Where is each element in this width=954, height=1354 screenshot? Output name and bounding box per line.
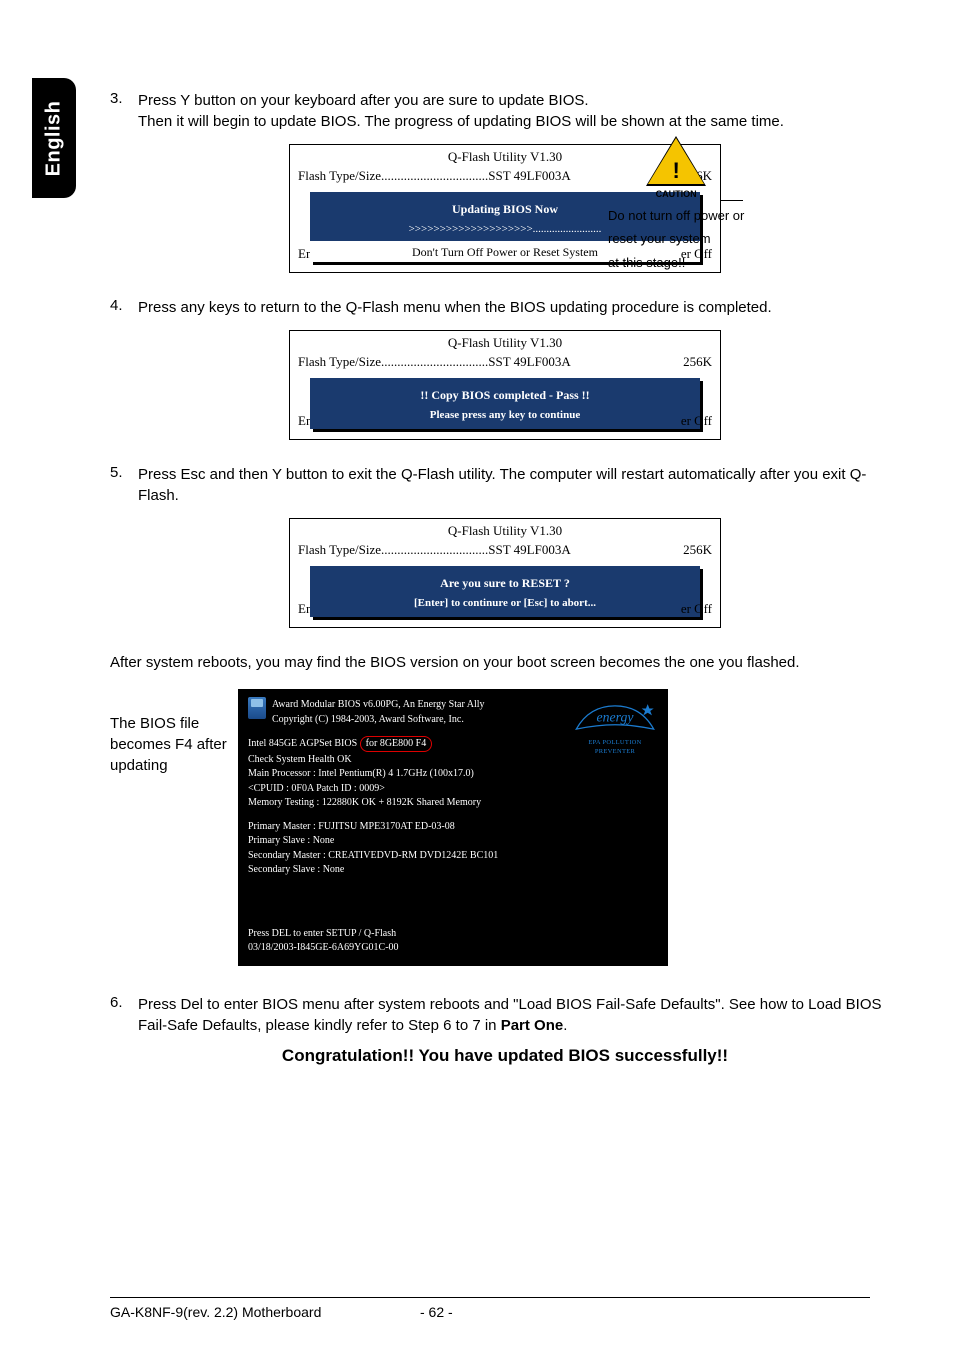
boot-area: The BIOS file becomes F4 after updating … (110, 689, 900, 966)
inner-line1: Are you sure to RESET ? (318, 576, 692, 591)
qflash-footer-right: er Off (681, 601, 712, 617)
step-number: 6. (110, 994, 138, 1036)
boot-l3a: Intel 845GE AGPSet BIOS (248, 738, 360, 749)
qflash-inner-wrap: En Are you sure to RESET ? [Enter] to co… (290, 560, 720, 627)
step-text: Press Y button on your keyboard after yo… (138, 92, 589, 109)
qflash-outer: Q-Flash Utility V1.30 Flash Type/Size...… (289, 330, 721, 440)
caution-label: CAUTION (608, 188, 744, 202)
qflash-row: Flash Type/Size.........................… (290, 354, 720, 372)
caution-block: ! CAUTION Do not turn off power or reset… (608, 138, 744, 272)
svg-text:energy: energy (597, 709, 635, 724)
step-text: Then it will begin to update BIOS. The p… (138, 113, 784, 130)
qflash-footer-right: er Off (681, 413, 712, 429)
step-body: Press Y button on your keyboard after yo… (138, 90, 900, 132)
after-reboot-text: After system reboots, you may find the B… (110, 652, 900, 673)
step-number: 3. (110, 90, 138, 132)
step-5: 5. Press Esc and then Y button to exit t… (110, 464, 900, 506)
caution-text-3: at this stage!! (608, 253, 744, 273)
qflash-row: Flash Type/Size.........................… (290, 542, 720, 560)
qflash-box-2: Q-Flash Utility V1.30 Flash Type/Size...… (289, 330, 721, 440)
boot-line: <CPUID : 0F0A Patch ID : 0009> (248, 782, 658, 796)
boot-line: Award Modular BIOS v6.00PG, An Energy St… (272, 698, 485, 712)
footer-rule (110, 1297, 870, 1298)
caution-icon: ! (648, 138, 704, 188)
boot-line: Main Processor : Intel Pentium(R) 4 1.7G… (248, 767, 658, 781)
qflash-inner-wrap: En !! Copy BIOS completed - Pass !! Plea… (290, 372, 720, 439)
flash-size: 256K (683, 354, 712, 370)
energy-star-logo: energy EPA POLLUTION PREVENTER (572, 699, 658, 757)
boot-callout: The BIOS file becomes F4 after updating (110, 689, 238, 776)
inner-line2: [Enter] to continure or [Esc] to abort..… (318, 597, 692, 609)
step-number: 5. (110, 464, 138, 506)
step-body: Press Del to enter BIOS menu after syste… (138, 994, 900, 1036)
language-tab-label: English (43, 100, 66, 176)
step-number: 4. (110, 297, 138, 318)
step-6-text: Press Del to enter BIOS menu after syste… (138, 996, 882, 1034)
language-tab: English (32, 78, 76, 198)
qflash-inner: Are you sure to RESET ? [Enter] to conti… (310, 566, 700, 617)
qflash-title: Q-Flash Utility V1.30 (290, 331, 720, 354)
step-6: 6. Press Del to enter BIOS menu after sy… (110, 994, 900, 1036)
step-body: Press any keys to return to the Q-Flash … (138, 297, 900, 318)
footer-left: GA-K8NF-9(rev. 2.2) Motherboard (110, 1304, 321, 1320)
award-badge-icon (248, 697, 266, 719)
caution-text-1: Do not turn off power or (608, 206, 744, 226)
boot-line: 03/18/2003-I845GE-6A69YG01C-00 (248, 941, 658, 955)
step-3: 3. Press Y button on your keyboard after… (110, 90, 900, 132)
step-body: Press Esc and then Y button to exit the … (138, 464, 900, 506)
boot-bios-id: for 8GE800 F4 (360, 736, 433, 752)
qflash-outer: Q-Flash Utility V1.30 Flash Type/Size...… (289, 518, 721, 628)
qflash-box-3: Q-Flash Utility V1.30 Flash Type/Size...… (289, 518, 721, 628)
boot-line: Primary Slave : None (248, 834, 658, 848)
inner-line2: Please press any key to continue (318, 409, 692, 421)
boot-line: Primary Master : FUJITSU MPE3170AT ED-03… (248, 820, 658, 834)
energy-sub: EPA POLLUTION PREVENTER (572, 739, 658, 757)
step-4: 4. Press any keys to return to the Q-Fla… (110, 297, 900, 318)
boot-line: Press DEL to enter SETUP / Q-Flash (248, 927, 658, 941)
congratulation-text: Congratulation!! You have updated BIOS s… (110, 1046, 900, 1066)
flash-type: Flash Type/Size.........................… (298, 542, 571, 558)
footer-page: - 62 - (420, 1304, 453, 1320)
flash-type: Flash Type/Size.........................… (298, 354, 571, 370)
flash-size: 256K (683, 542, 712, 558)
boot-head-text: Award Modular BIOS v6.00PG, An Energy St… (272, 697, 485, 727)
boot-line: Memory Testing : 122880K OK + 8192K Shar… (248, 796, 658, 810)
caution-text-2: reset your system (608, 229, 744, 249)
inner-line1: !! Copy BIOS completed - Pass !! (318, 388, 692, 403)
qflash-inner: !! Copy BIOS completed - Pass !! Please … (310, 378, 700, 429)
boot-line: Secondary Master : CREATIVEDVD-RM DVD124… (248, 849, 658, 863)
boot-line: Copyright (C) 1984-2003, Award Software,… (272, 713, 485, 727)
boot-screen: energy EPA POLLUTION PREVENTER Award Mod… (238, 689, 668, 966)
qflash-title: Q-Flash Utility V1.30 (290, 519, 720, 542)
page-content: 3. Press Y button on your keyboard after… (110, 90, 900, 1066)
flash-type: Flash Type/Size.........................… (298, 168, 571, 184)
boot-line: Secondary Slave : None (248, 863, 658, 877)
